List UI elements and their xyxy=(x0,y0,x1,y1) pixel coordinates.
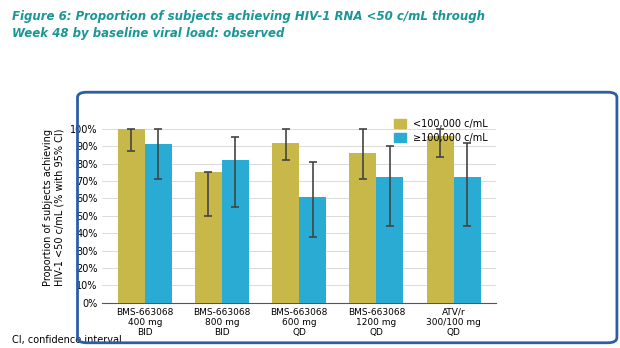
Y-axis label: Proportion of subjects achieving
HIV-1 <50 c/mL (% with 95% CI): Proportion of subjects achieving HIV-1 <… xyxy=(43,128,64,286)
Bar xyxy=(118,129,144,303)
Bar xyxy=(299,197,326,303)
Legend: <100,000 c/mL, ≥100,000 c/mL: <100,000 c/mL, ≥100,000 c/mL xyxy=(391,116,491,146)
Bar xyxy=(376,177,404,303)
Bar xyxy=(454,177,480,303)
Bar xyxy=(349,153,376,303)
Bar xyxy=(195,172,222,303)
Bar xyxy=(144,144,172,303)
Text: Figure 6: Proportion of subjects achieving HIV-1 RNA <50 c/mL through
Week 48 by: Figure 6: Proportion of subjects achievi… xyxy=(12,10,485,40)
Bar xyxy=(272,143,299,303)
Bar xyxy=(427,136,454,303)
Bar xyxy=(222,160,249,303)
Text: CI, confidence interval.: CI, confidence interval. xyxy=(12,334,125,345)
